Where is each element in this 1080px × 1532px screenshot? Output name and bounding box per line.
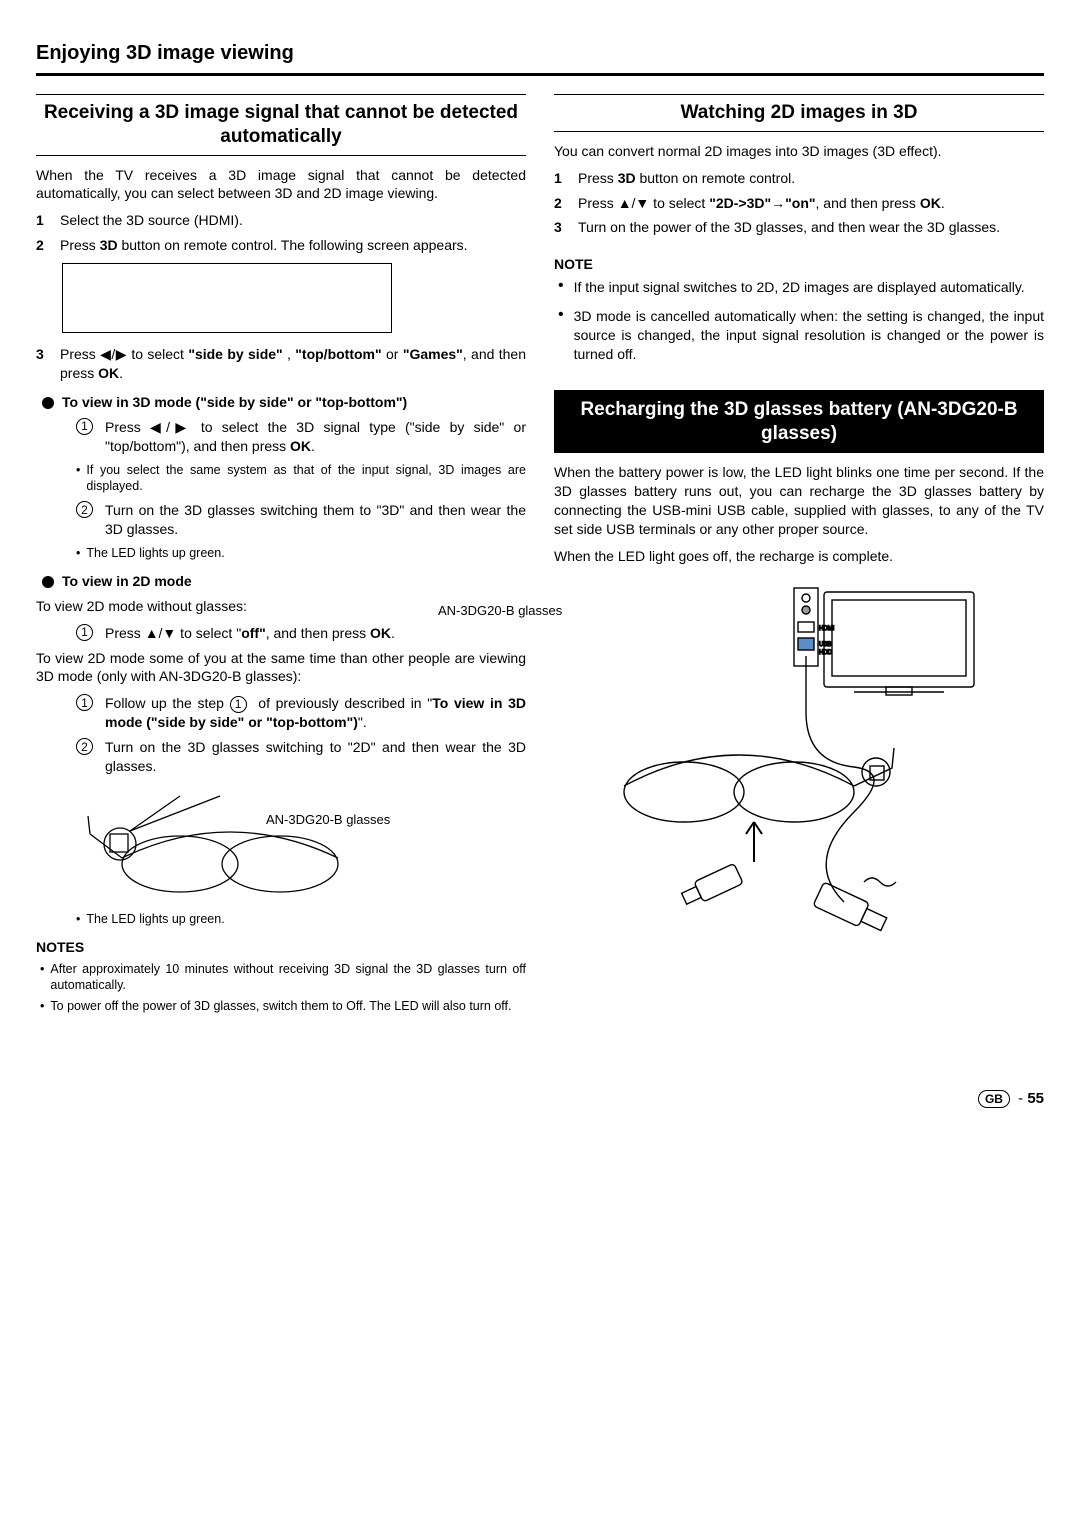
bullet-icon <box>42 576 54 588</box>
view3d-note: If you select the same system as that of… <box>86 462 526 496</box>
page-number: 55 <box>1027 1090 1044 1107</box>
notes-heading: NOTES <box>36 938 526 957</box>
bullet-dot-icon: • <box>76 462 80 496</box>
note-1: After approximately 10 minutes without r… <box>50 961 526 995</box>
step-3: Press ◀/▶ to select "side by side" , "to… <box>60 345 526 383</box>
step-num-1: 1 <box>36 211 50 230</box>
view2d-p2: To view 2D mode some of you at the same … <box>36 649 526 687</box>
step-num-3: 3 <box>36 345 50 383</box>
bullet-dot-icon: • <box>558 278 564 297</box>
rstep-1: Press 3D button on remote control. <box>578 169 795 188</box>
left-right-icon: ◀/▶ <box>150 419 192 435</box>
rstep-2: Press ▲/▼ to select "2D->3D"→"on", and t… <box>578 194 945 213</box>
page-header: Enjoying 3D image viewing <box>36 40 1044 76</box>
up-down-icon: ▲/▼ <box>618 195 650 211</box>
left-column: Receiving a 3D image signal that cannot … <box>36 94 526 1019</box>
recharge-p1: When the battery power is low, the LED l… <box>554 463 1044 539</box>
step-num-2: 2 <box>36 236 50 255</box>
view3d-led: The LED lights up green. <box>86 545 224 562</box>
circled-1-icon: 1 <box>76 624 93 641</box>
view3d-step1: Press ◀/▶ to select the 3D signal type (… <box>105 418 526 456</box>
circled-2-icon: 2 <box>76 738 93 755</box>
footer-sep: - <box>1018 1090 1023 1107</box>
note-2: To power off the power of 3D glasses, sw… <box>50 998 511 1015</box>
circled-1-icon: 1 <box>76 694 93 711</box>
bullet-dot-icon: • <box>40 998 44 1015</box>
up-down-icon: ▲/▼ <box>145 625 177 641</box>
rnote-1: If the input signal switches to 2D, 2D i… <box>574 278 1025 297</box>
page-footer: GB - 55 <box>36 1089 1044 1109</box>
glasses-figure: AN-3DG20-B glasses <box>70 786 526 925</box>
subhead-view-3d: To view in 3D mode ("side by side" or "t… <box>62 393 407 412</box>
bullet-dot-icon: • <box>76 545 80 562</box>
rnote-2: 3D mode is cancelled automatically when:… <box>574 307 1044 364</box>
rstep-3: Turn on the power of the 3D glasses, and… <box>578 218 1000 237</box>
rstep-1-num: 1 <box>554 169 568 188</box>
bullet-dot-icon: • <box>40 961 44 995</box>
step-2: Press 3D button on remote control. The f… <box>60 236 468 255</box>
illus-glasses-label: AN-3DG20-B glasses <box>438 602 618 620</box>
section-receiving-3d: Receiving a 3D image signal that cannot … <box>36 94 526 156</box>
view2d-step1: Press ▲/▼ to select "off", and then pres… <box>105 624 395 643</box>
screen-placeholder <box>62 263 392 333</box>
svg-text:HDD: HDD <box>819 650 833 656</box>
rstep-2-num: 2 <box>554 194 568 213</box>
view2d-led: The LED lights up green. <box>86 911 224 928</box>
para-intro: When the TV receives a 3D image signal t… <box>36 166 526 204</box>
right-column: Watching 2D images in 3D You can convert… <box>554 94 1044 1019</box>
circled-1-icon: 1 <box>76 418 93 435</box>
rstep-3-num: 3 <box>554 218 568 237</box>
bullet-dot-icon: • <box>76 911 80 928</box>
circled-1-icon: 1 <box>230 696 247 713</box>
region-badge: GB <box>978 1090 1010 1108</box>
left-right-icon: ◀/▶ <box>100 346 127 362</box>
view2d-s2: Turn on the 3D glasses switching to "2D"… <box>105 738 526 776</box>
bullet-dot-icon: • <box>558 307 564 364</box>
right-intro: You can convert normal 2D images into 3D… <box>554 142 1044 161</box>
section-watching-2d-in-3d: Watching 2D images in 3D <box>554 94 1044 132</box>
section-recharging: Recharging the 3D glasses battery (AN-3D… <box>554 390 1044 454</box>
step-1: Select the 3D source (HDMI). <box>60 211 243 230</box>
view3d-step2: Turn on the 3D glasses switching them to… <box>105 501 526 539</box>
svg-text:USB: USB <box>819 642 831 648</box>
view2d-s1: Follow up the step 1 of previously descr… <box>105 694 526 732</box>
subhead-view-2d: To view in 2D mode <box>62 572 192 591</box>
bullet-icon <box>42 397 54 409</box>
recharge-p2: When the LED light goes off, the recharg… <box>554 547 1044 566</box>
note-heading: NOTE <box>554 255 1044 274</box>
glasses-label-text: AN-3DG20-B glasses <box>266 812 390 827</box>
recharge-illustration: HDMI USB HDD <box>554 582 1044 990</box>
circled-2-icon: 2 <box>76 501 93 518</box>
svg-text:HDMI: HDMI <box>819 626 835 632</box>
